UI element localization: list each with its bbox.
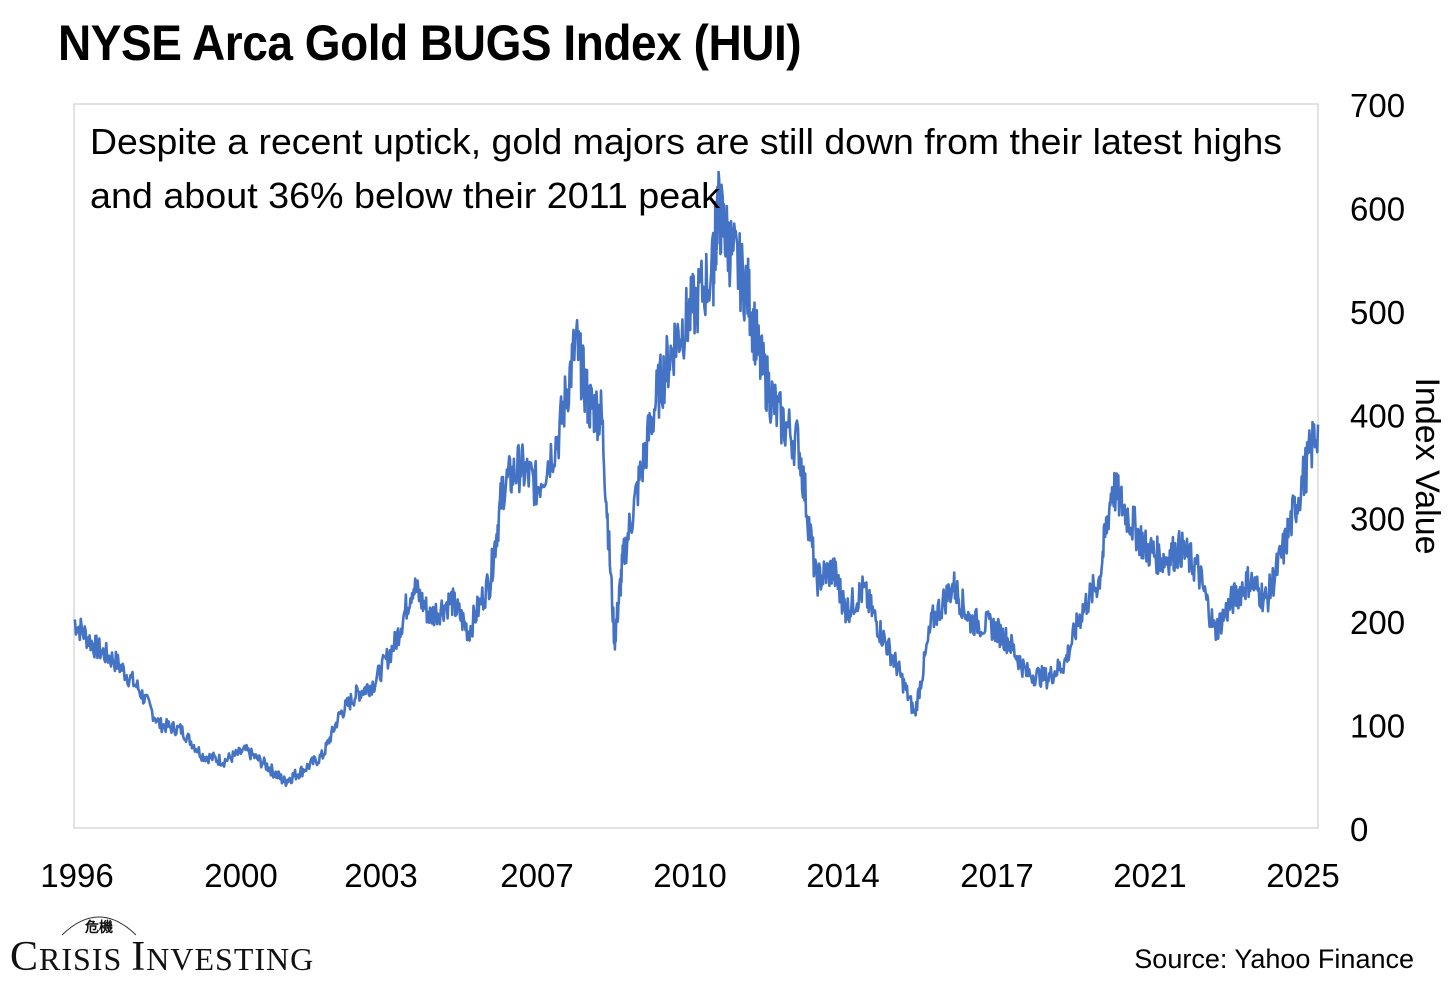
x-tick-label: 2014 — [806, 857, 879, 894]
x-tick-label: 2025 — [1266, 857, 1339, 894]
y-axis-label-group: Index Value — [1408, 377, 1446, 554]
logo-wordmark: CRISIS INVESTING — [10, 934, 315, 980]
series-layer — [73, 170, 1320, 787]
y-tick-label: 0 — [1350, 811, 1368, 848]
series-line-hui — [73, 170, 1320, 787]
plot-border — [73, 103, 1319, 829]
plot-frame — [73, 103, 1319, 829]
logo-seal-icon: 危機 — [61, 916, 137, 936]
y-tick-label: 100 — [1350, 708, 1405, 745]
annotation: Despite a recent uptick, gold majors are… — [90, 121, 1282, 216]
x-axis-ticks: 1996 2000 2003 2007 2010 2014 2017 2021 2025 — [40, 857, 1339, 894]
svg-text:危機: 危機 — [84, 919, 113, 936]
x-tick-label: 2017 — [960, 857, 1033, 894]
annotation-line: and about 36% below their 2011 peak — [90, 175, 721, 216]
chart-title: NYSE Arca Gold BUGS Index (HUI) — [58, 15, 802, 71]
y-tick-label: 400 — [1350, 397, 1405, 434]
x-tick-label: 2003 — [344, 857, 417, 894]
x-tick-label: 2007 — [500, 857, 573, 894]
annotation-line: Despite a recent uptick, gold majors are… — [90, 121, 1282, 162]
source-note: Source: Yahoo Finance — [1134, 944, 1414, 974]
y-tick-label: 300 — [1350, 501, 1405, 538]
y-tick-label: 200 — [1350, 604, 1405, 641]
x-tick-label: 1996 — [40, 857, 113, 894]
x-tick-label: 2021 — [1113, 857, 1186, 894]
y-tick-label: 600 — [1350, 190, 1405, 227]
y-tick-label: 700 — [1350, 87, 1405, 124]
x-tick-label: 2000 — [204, 857, 277, 894]
y-tick-label: 500 — [1350, 294, 1405, 331]
y-axis-label: Index Value — [1408, 377, 1446, 554]
x-tick-label: 2010 — [653, 857, 726, 894]
crisis-investing-logo: 危機 CRISIS INVESTING — [6, 905, 366, 985]
y-axis-ticks: 0 100 200 300 400 500 600 700 — [1350, 87, 1405, 848]
